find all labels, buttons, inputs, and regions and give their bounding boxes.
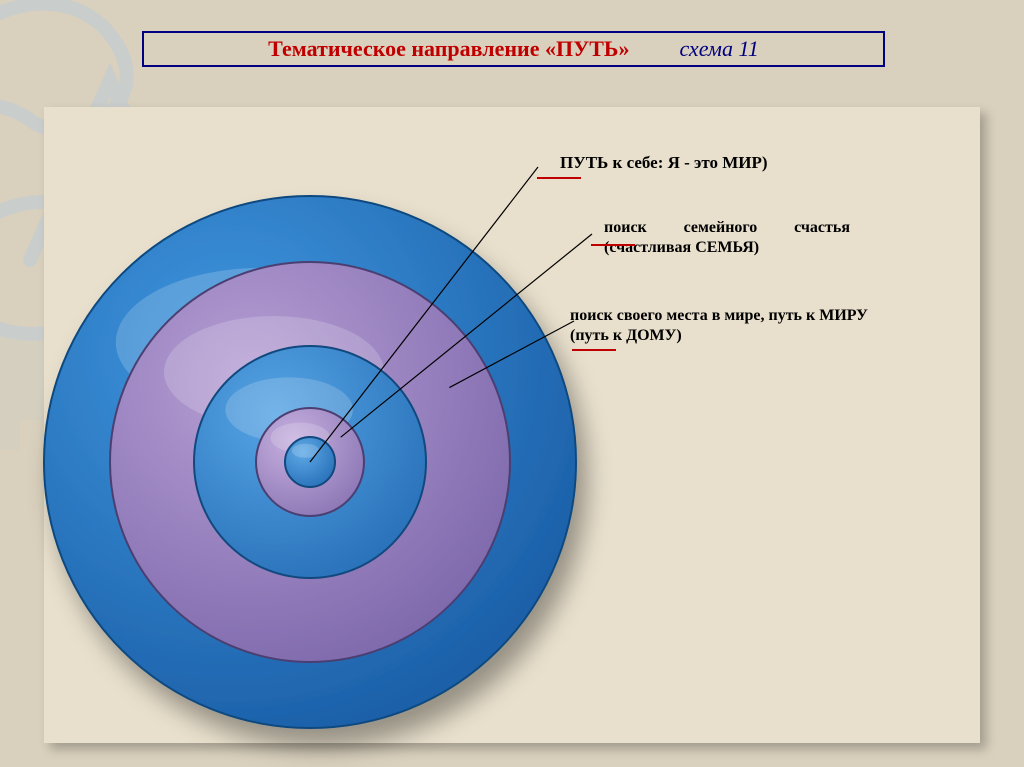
label-1-underline xyxy=(537,177,581,179)
label-2-underline xyxy=(591,244,635,246)
label-2: поиск семейного счастья (счастливая СЕМЬ… xyxy=(604,218,850,258)
label-1: ПУТЬ к себе: Я - это МИР) xyxy=(560,152,920,173)
concentric-diagram xyxy=(0,0,1024,767)
label-3-underline xyxy=(572,349,616,351)
label-3: поиск своего места в мире, путь к МИРУ (… xyxy=(570,306,910,346)
slide-root: Тематическое направление «ПУТЬ» схема 11… xyxy=(0,0,1024,767)
